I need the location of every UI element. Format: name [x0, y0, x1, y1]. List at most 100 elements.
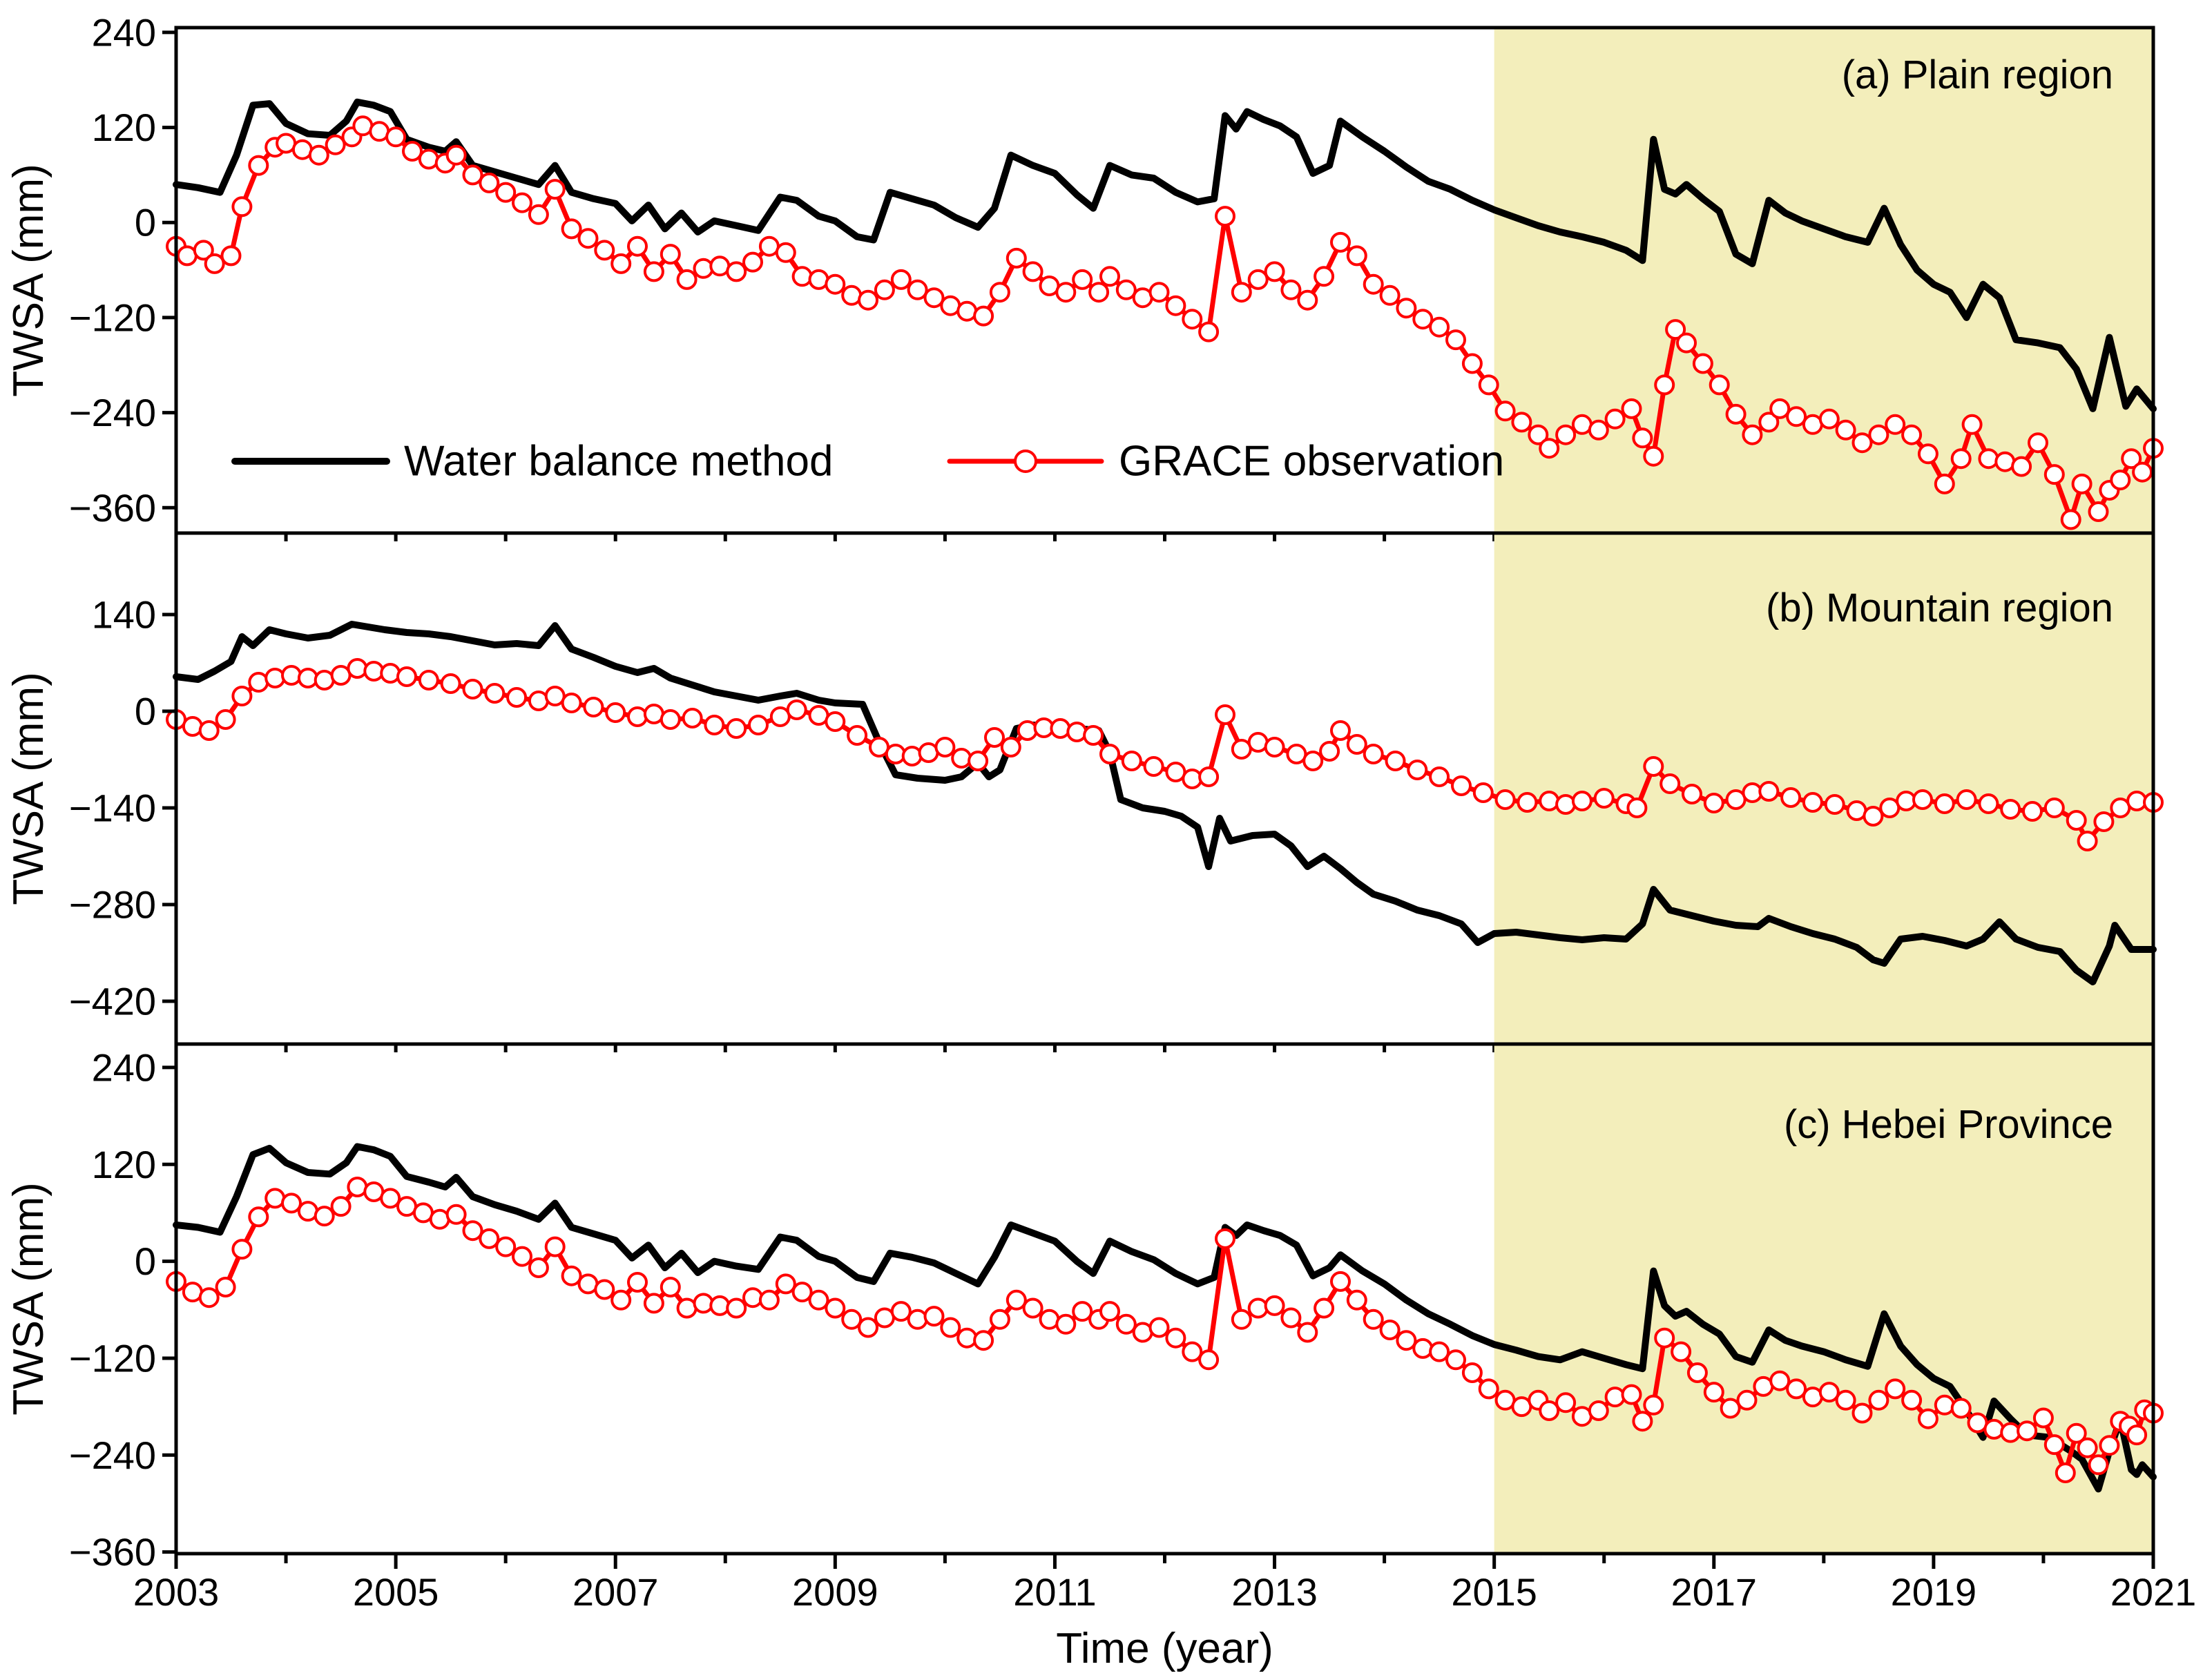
grace-marker [786, 699, 807, 720]
grace-markers-c [166, 1177, 2164, 1483]
y-tick-label: 0 [135, 1239, 156, 1283]
grace-marker [2121, 448, 2142, 470]
grace-marker [193, 240, 214, 261]
grace-marker [984, 727, 1005, 748]
shaded-forecast-band [1494, 1044, 2153, 1554]
grace-marker [643, 261, 664, 282]
grace-marker [1066, 722, 1088, 742]
grace-marker [380, 663, 401, 684]
grace-marker [1983, 1418, 2005, 1440]
grace-marker [989, 282, 1010, 303]
grace-marker [1528, 424, 1549, 445]
grace-marker [1851, 1402, 1873, 1424]
water-balance-line-c [173, 1143, 2157, 1493]
grace-marker [825, 711, 846, 732]
grace-marker [2011, 456, 2032, 477]
panel-a: 240 120 0 −120 −240 −360 TWSA (mm) (a) Plain re… [5, 10, 2164, 541]
grace-marker [2043, 464, 2065, 485]
grace-marker [1055, 1313, 1077, 1335]
grace-marker [1494, 789, 1516, 810]
grace-marker [1297, 1322, 1318, 1343]
grace-marker [1934, 793, 1955, 814]
grace-marker [380, 1188, 401, 1209]
grace-marker [1182, 769, 1203, 789]
y-axis-title-a: TWSA (mm) [5, 164, 52, 397]
grace-marker [1643, 1394, 1664, 1416]
grace-marker [610, 253, 632, 274]
grace-marker [1494, 400, 1516, 422]
grace-marker [561, 218, 582, 240]
grace-marker [808, 1289, 829, 1311]
grace-marker [462, 164, 483, 186]
grace-marker [1017, 720, 1038, 741]
grace-marker [544, 179, 566, 200]
grace-marker [885, 744, 906, 764]
grace-marker [858, 1317, 878, 1338]
panel-label-b: (b) Mountain region [1766, 586, 2113, 630]
grace-marker [1346, 1289, 1367, 1311]
grace-marker [1555, 424, 1577, 445]
grace-marker [1621, 398, 1642, 419]
grace-marker [934, 737, 956, 757]
grace-marker [544, 1236, 566, 1257]
grace-marker [528, 204, 549, 225]
grace-marker [1099, 1301, 1120, 1322]
grace-marker [314, 1206, 335, 1227]
grace-marker [890, 1301, 912, 1322]
grace-markers-b [166, 658, 2164, 851]
grace-marker [1314, 1297, 1335, 1319]
y-tick-label: −240 [69, 391, 156, 434]
y-tick-label: −120 [69, 1336, 156, 1380]
grace-marker [1115, 1313, 1137, 1335]
grace-marker [1148, 1317, 1170, 1338]
grace-marker [693, 1293, 714, 1314]
y-tick-label: 0 [135, 690, 156, 733]
grace-marker [561, 693, 582, 713]
y-tick-label: 240 [92, 1045, 156, 1089]
grace-marker [1660, 773, 1681, 794]
legend-marker-sample [1014, 450, 1037, 473]
grace-marker [1363, 273, 1384, 295]
grace-marker [1330, 720, 1351, 741]
grace-marker [396, 666, 417, 687]
grace-marker [1429, 1341, 1450, 1362]
grace-marker [1072, 1301, 1093, 1322]
grace-marker [874, 279, 895, 300]
y-tick-label: −420 [69, 980, 156, 1023]
grace-marker [512, 192, 532, 213]
grace-marker [418, 148, 439, 170]
grace-marker [325, 134, 346, 155]
grace-marker [1182, 309, 1203, 330]
grace-marker [1604, 1387, 1626, 1408]
grace-marker [1950, 1398, 1972, 1419]
grace-marker [2088, 1454, 2109, 1476]
grace-marker [1686, 1362, 1708, 1383]
grace-marker [1050, 718, 1071, 739]
grace-marker [643, 1293, 664, 1314]
grace-marker [1703, 1382, 1724, 1403]
grace-marker [1143, 756, 1164, 777]
grace-marker [1802, 792, 1823, 813]
grace-marker [1539, 791, 1560, 811]
grace-marker [1006, 1289, 1027, 1311]
grace-marker [1511, 412, 1532, 433]
grace-marker [1885, 1378, 1906, 1400]
grace-marker [462, 1220, 483, 1242]
y-tick-label: −240 [69, 1433, 156, 1477]
grace-marker [1736, 1389, 1758, 1411]
grace-marker [2132, 461, 2153, 483]
grace-marker [1478, 374, 1499, 396]
grace-marker [1978, 793, 1999, 814]
grace-marker [758, 1289, 780, 1311]
grace-marker [1632, 1411, 1653, 1432]
grace-marker [1461, 1362, 1483, 1383]
grace-marker [479, 172, 500, 193]
grace-marker [231, 1239, 253, 1260]
grace-marker [1330, 1271, 1351, 1292]
grace-marker [363, 661, 385, 682]
x-tick-label: 2015 [1451, 1570, 1537, 1614]
grace-marker [1363, 744, 1384, 764]
grace-marker [1478, 1378, 1499, 1400]
grace-marker [907, 279, 928, 300]
y-tick-label: −360 [69, 1530, 156, 1574]
